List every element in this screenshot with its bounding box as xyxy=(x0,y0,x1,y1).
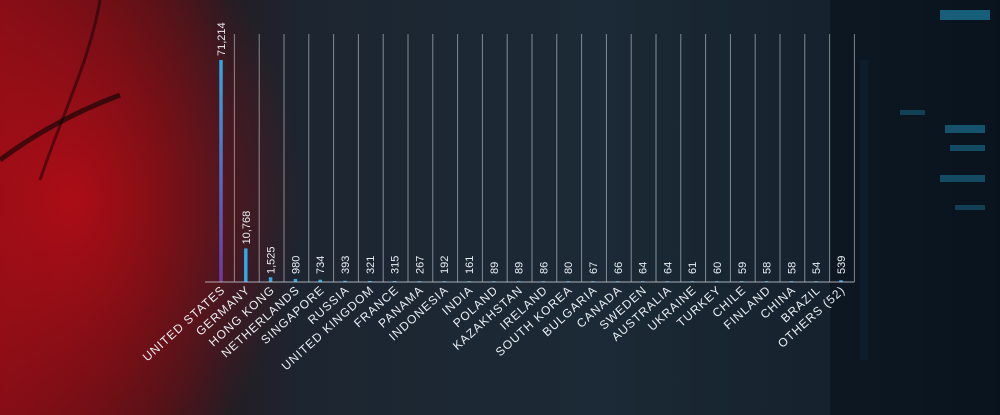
value-label: 61 xyxy=(687,262,699,274)
value-label: 89 xyxy=(514,262,526,274)
value-label: 67 xyxy=(588,262,600,274)
value-labels: 71,214 10,768 1,525 980 734 393 321 315 267 192 16… xyxy=(216,22,848,274)
value-label: 161 xyxy=(464,256,476,274)
bar-russia xyxy=(343,280,347,282)
value-label: 58 xyxy=(786,262,798,274)
bar-singapore xyxy=(318,279,322,282)
value-label: 60 xyxy=(712,262,724,274)
value-label: 64 xyxy=(662,262,674,274)
value-label: 80 xyxy=(563,262,575,274)
bar-netherlands xyxy=(293,278,298,282)
value-label: 539 xyxy=(836,256,848,274)
bar-others-52 xyxy=(839,280,843,282)
value-label: 267 xyxy=(414,256,426,274)
value-label: 86 xyxy=(538,262,550,274)
value-label: 10,768 xyxy=(241,211,253,245)
value-label: 64 xyxy=(638,262,650,274)
bars xyxy=(219,60,843,282)
value-label: 71,214 xyxy=(216,22,228,56)
value-label: 66 xyxy=(613,262,625,274)
value-label: 59 xyxy=(737,262,749,274)
bar-hong-kong xyxy=(268,277,273,282)
value-label: 1,525 xyxy=(266,246,278,274)
bar-germany xyxy=(244,248,248,282)
value-label: 980 xyxy=(290,256,302,274)
grid-lines xyxy=(233,34,855,282)
value-label: 58 xyxy=(762,262,774,274)
value-label: 192 xyxy=(439,256,451,274)
value-label: 321 xyxy=(365,256,377,274)
value-label: 734 xyxy=(315,256,327,274)
bar-united-states xyxy=(219,60,223,282)
value-label: 54 xyxy=(811,262,823,274)
value-label: 393 xyxy=(340,256,352,274)
value-label: 315 xyxy=(390,256,402,274)
value-label: 89 xyxy=(489,262,501,274)
bar-united-kingdom xyxy=(368,280,372,282)
